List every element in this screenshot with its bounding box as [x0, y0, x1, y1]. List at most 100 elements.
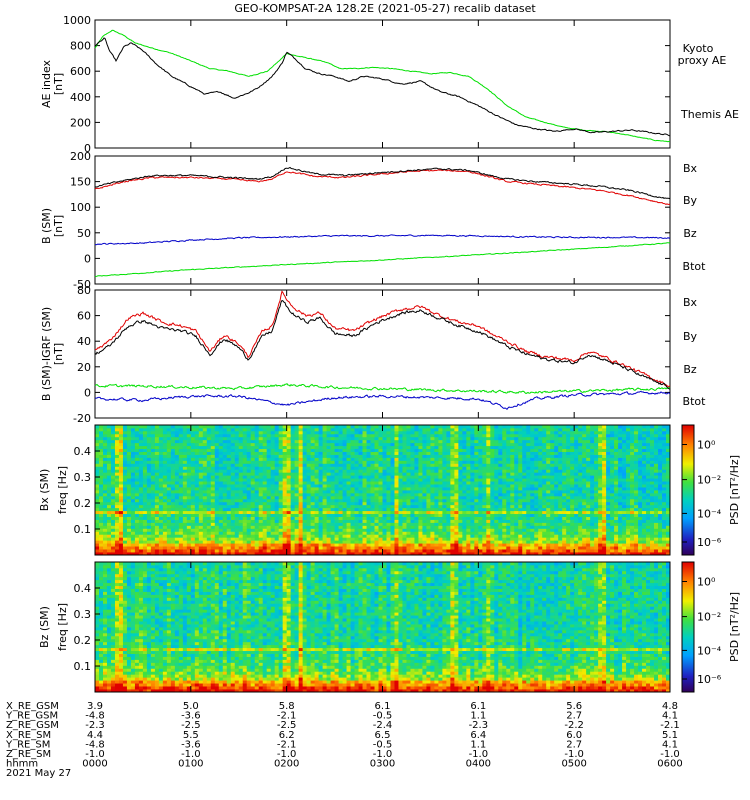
spectrogram-cell [198, 534, 204, 538]
spectrogram-cell [522, 504, 527, 509]
spectrogram-cell [226, 504, 232, 509]
spectrogram-cell [266, 487, 272, 491]
spectrogram-cell [106, 478, 112, 482]
spectrogram-cell [390, 492, 395, 497]
spectrogram-cell [138, 552, 144, 556]
spectrogram-cell [226, 534, 232, 538]
spectrogram-cell [198, 540, 204, 544]
spectrogram-cell [466, 448, 471, 452]
spectrogram-cell [422, 522, 427, 526]
spectrogram-cell [314, 549, 320, 553]
spectrogram-cell [470, 498, 475, 503]
spectrogram-cell [410, 439, 415, 444]
spectrogram-cell [270, 501, 276, 506]
spectrogram-cell [482, 546, 487, 550]
spectrogram-cell [306, 478, 312, 482]
spectrogram-cell [290, 537, 296, 541]
spectrogram-cell [466, 504, 471, 509]
spectrogram-cell [170, 430, 176, 435]
spectrogram-cell [330, 478, 335, 482]
spectrogram-cell [486, 501, 491, 506]
spectrogram-cell [498, 484, 503, 488]
spectrogram-cell [210, 534, 216, 538]
spectrogram-cell [354, 543, 359, 547]
spectrogram-cell [95, 537, 100, 541]
spectrogram-cell [178, 436, 184, 441]
spectrogram-cell [110, 531, 116, 535]
series-line-btot [94, 299, 671, 390]
spectrogram-cell [346, 460, 351, 464]
spectrogram-cell [354, 513, 359, 517]
spectrogram-cell [190, 451, 196, 455]
spectrogram-cell [510, 498, 515, 503]
spectrogram-cell [274, 513, 280, 517]
spectrogram-cell [210, 487, 216, 491]
spectrogram-cell [346, 492, 351, 497]
legend-igrf-bz: Bz [683, 363, 697, 376]
spectrogram-cell [422, 498, 427, 503]
spectrogram-cell [270, 457, 276, 461]
spectrogram-cell [366, 546, 371, 550]
spectrogram-cell [282, 484, 288, 488]
spectrogram-cell [498, 552, 503, 556]
spectrogram-cell [154, 430, 160, 435]
spectrogram-cell [310, 439, 316, 444]
spectrogram-cell [486, 445, 491, 450]
spectrogram-cell [474, 549, 479, 553]
spectrogram-cell [186, 439, 192, 444]
spectrogram-cell [294, 549, 300, 553]
spectrogram-cell [398, 501, 403, 506]
spectrogram-cell [266, 472, 272, 476]
spectrogram-cell [466, 534, 471, 538]
spectrogram-cell [102, 460, 108, 464]
spectrogram-cell [286, 498, 292, 503]
spectrogram-cell [302, 525, 308, 529]
spectrogram-cell [362, 528, 367, 532]
spectrogram-cell [290, 460, 296, 464]
spectrogram-cell [258, 442, 264, 447]
spectrogram-cell [270, 469, 276, 473]
spectrogram-cell [398, 528, 403, 532]
spectrogram-cell [206, 484, 212, 488]
spectrogram-cell [198, 439, 204, 444]
spectrogram-cell [222, 436, 228, 441]
legend-igrf-bx: Bx [683, 296, 698, 309]
spectrogram-cell [494, 519, 499, 523]
spectrogram-cell [166, 537, 172, 541]
spectrogram-cell [326, 460, 331, 464]
spectrogram-cell [514, 501, 519, 506]
spectrogram-cell [358, 436, 363, 441]
spectrogram-cell [170, 472, 176, 476]
spectrogram-cell [166, 522, 172, 526]
spectrogram-cell [246, 513, 252, 517]
spectrogram-cell [210, 519, 216, 523]
spectrogram-cell [218, 510, 224, 515]
spectrogram-cell [438, 522, 443, 526]
spectrogram-cell [490, 510, 495, 515]
spectrogram-cell [442, 475, 447, 479]
spectrogram-cell [350, 469, 355, 473]
spectrogram-cell [450, 484, 455, 488]
spectrogram-cell [330, 540, 335, 544]
spectrogram-cell [434, 537, 439, 541]
spectrogram-cell [442, 433, 447, 438]
spectrogram-cell [166, 460, 172, 464]
spectrogram-cell [406, 478, 411, 482]
spectrogram-cell [302, 510, 308, 515]
spectrogram-cell [190, 507, 196, 512]
spectrogram-cell [122, 552, 128, 556]
spectrogram-cell [118, 510, 124, 515]
spectrogram-cell [222, 510, 228, 515]
spectrogram-cell [374, 490, 379, 494]
spectrogram-cell [310, 448, 316, 452]
spectrogram-cell [514, 537, 519, 541]
spectrogram-cell [318, 430, 323, 435]
spectrogram-cell [398, 510, 403, 515]
spectrogram-cell [482, 549, 487, 553]
spectrogram-cell [486, 540, 491, 544]
spectrogram-cell [334, 504, 339, 509]
spectrogram-cell [142, 436, 148, 441]
spectrogram-cell [98, 451, 104, 455]
spectrogram-cell [490, 469, 495, 473]
spectrogram-cell [286, 531, 292, 535]
